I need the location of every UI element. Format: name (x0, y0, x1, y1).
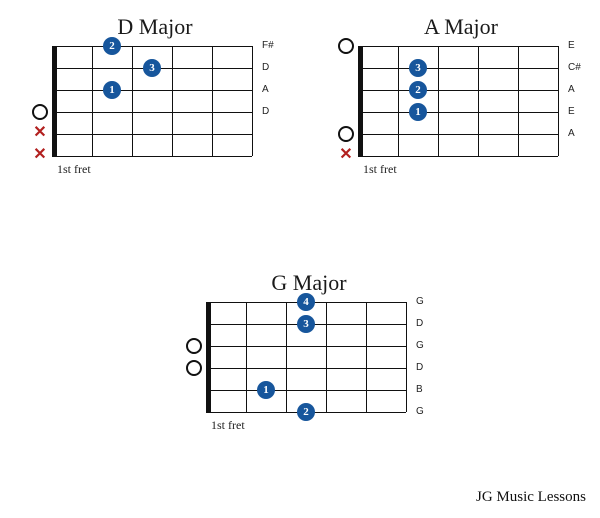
open-string-icon (32, 104, 48, 120)
string-note-label: A (568, 128, 575, 139)
finger-dot: 2 (409, 81, 427, 99)
string-note-label: D (262, 106, 269, 117)
string-note-label: D (416, 318, 423, 329)
page: D Major1st fretF#DAD✕✕123A Major1st fret… (10, 10, 590, 508)
string-note-label: F# (262, 40, 274, 51)
nut (52, 46, 57, 156)
mute-string-icon: ✕ (32, 124, 48, 140)
finger-dot: 3 (143, 59, 161, 77)
chord-title: D Major (24, 14, 286, 40)
open-string-icon (338, 126, 354, 142)
chord-title: A Major (330, 14, 592, 40)
finger-dot: 2 (103, 37, 121, 55)
watermark: JG Music Lessons (476, 489, 586, 506)
finger-dot: 3 (409, 59, 427, 77)
fret-label: 1st fret (363, 162, 397, 177)
open-string-icon (186, 360, 202, 376)
open-string-icon (186, 338, 202, 354)
open-string-icon (338, 38, 354, 54)
fretboard: 1st fretF#DAD✕✕123 (24, 46, 286, 186)
string-note-label: G (416, 296, 424, 307)
string-note-label: G (416, 406, 424, 417)
chord-d-major: D Major 1st fret F# DAD ✕ ✕ 1 2 3 (24, 14, 286, 186)
finger-dot: 3 (297, 315, 315, 333)
chord-title: G Major (178, 270, 440, 296)
fret-label: 1st fret (57, 162, 91, 177)
chord-a-major: A Major1st fretEC#AEA✕123 (330, 14, 592, 186)
string-note-label: C# (568, 62, 581, 73)
nut (358, 46, 363, 156)
string-note-label: G (416, 340, 424, 351)
finger-dot: 2 (297, 403, 315, 421)
fretboard: 1st fretGDGDBG1234 (178, 302, 440, 442)
fretboard: 1st fretEC#AEA✕123 (330, 46, 592, 186)
mute-string-icon: ✕ (32, 146, 48, 162)
string-note-label: D (262, 62, 269, 73)
string-note-label: D (416, 362, 423, 373)
string-note-label: E (568, 40, 575, 51)
string-note-label: A (262, 84, 269, 95)
string-note-label: A (568, 84, 575, 95)
nut (206, 302, 211, 412)
finger-dot: 4 (297, 293, 315, 311)
mute-string-icon: ✕ (338, 146, 354, 162)
string-note-label: E (568, 106, 575, 117)
finger-dot: 1 (103, 81, 121, 99)
chord-g-major: G Major1st fretGDGDBG1234 (178, 270, 440, 442)
fret-label: 1st fret (211, 418, 245, 433)
string-note-label: B (416, 384, 423, 395)
finger-dot: 1 (257, 381, 275, 399)
finger-dot: 1 (409, 103, 427, 121)
